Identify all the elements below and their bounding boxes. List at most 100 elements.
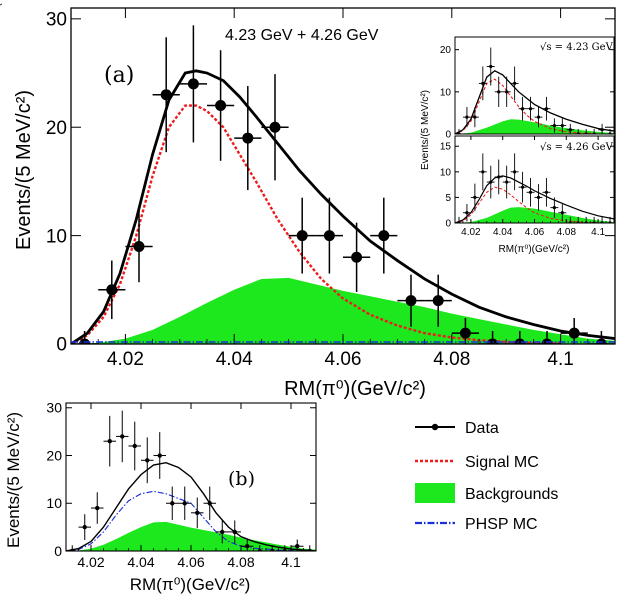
x-tick-label: 4.1 bbox=[591, 227, 605, 238]
legend-backgrounds-label: Backgrounds bbox=[465, 486, 558, 503]
data-point bbox=[132, 443, 137, 449]
x-tick-label: 4.04 bbox=[493, 227, 513, 238]
y-tick-label: 10 bbox=[46, 226, 67, 247]
plot-area bbox=[455, 47, 614, 134]
data-point bbox=[323, 230, 335, 242]
x-axis-label: RM(π⁰)(GeV/c²) bbox=[284, 378, 426, 400]
data-point bbox=[520, 185, 525, 189]
y-axis-label: Events/(5 MeV/c²) bbox=[0, 0, 3, 40]
data-point bbox=[269, 121, 281, 133]
y-axis-label: Events/(5 MeV/c²) bbox=[4, 412, 23, 548]
inset-4230: 0 10 20 Events/(5 MeV/c²) √s = 4.23 GeV bbox=[0, 0, 615, 141]
energy-annotation: 4.23 GeV + 4.26 GeV bbox=[225, 27, 379, 44]
x-tick-label: 4.1 bbox=[547, 349, 573, 370]
x-tick-label: 4.04 bbox=[127, 554, 154, 570]
data-point bbox=[505, 180, 509, 184]
data-point bbox=[536, 195, 541, 200]
data-point bbox=[170, 501, 175, 506]
inset-4260: 4.02 4.04 4.06 4.08 4.1 0 5 10 15 RM(π⁰)(GeV/c²) E… bbox=[420, 90, 615, 255]
backgrounds-area bbox=[71, 277, 615, 344]
data-point bbox=[120, 434, 125, 439]
data-point bbox=[351, 251, 363, 263]
signal-mc-curve bbox=[455, 186, 599, 223]
legend-data-marker bbox=[431, 423, 439, 431]
x-tick-label: 4.08 bbox=[433, 349, 470, 370]
panel-label: (a) bbox=[104, 63, 134, 88]
data-point bbox=[145, 458, 150, 463]
panel-a: 4.02 4.04 4.06 4.08 4.1 0 10 20 30 RM(π⁰)(GeV/c²)… bbox=[13, 7, 616, 400]
data-point bbox=[465, 211, 469, 215]
data-point bbox=[107, 438, 112, 444]
data-point bbox=[473, 115, 477, 119]
x-tick-label: 4.1 bbox=[281, 554, 301, 570]
y-tick-label: 30 bbox=[46, 400, 62, 416]
y-tick-label: 20 bbox=[440, 45, 452, 56]
plot-area bbox=[455, 153, 614, 223]
data-point bbox=[378, 230, 390, 242]
data-point bbox=[459, 327, 471, 339]
y-tick-label: 20 bbox=[46, 447, 62, 463]
data-point bbox=[513, 81, 517, 85]
y-tick-label: 10 bbox=[440, 87, 452, 98]
y-tick-label: 0 bbox=[54, 543, 62, 559]
backgrounds-area bbox=[66, 521, 316, 551]
data-point bbox=[568, 327, 580, 339]
y-tick-label: 10 bbox=[440, 167, 452, 178]
data-point bbox=[432, 295, 444, 307]
data-point bbox=[295, 544, 300, 549]
data-point bbox=[560, 123, 564, 128]
x-axis-label: RM(π⁰)(GeV/c²) bbox=[499, 244, 570, 255]
data-point bbox=[245, 544, 250, 549]
data-point bbox=[528, 190, 533, 194]
legend-signal-label: Signal MC bbox=[465, 454, 539, 471]
data-point bbox=[544, 107, 549, 111]
data-point bbox=[552, 206, 556, 210]
x-tick-label: 4.08 bbox=[557, 227, 577, 238]
data-point bbox=[536, 115, 541, 119]
backgrounds-area bbox=[455, 119, 614, 134]
panel-label: √s = 4.23 GeV bbox=[540, 42, 614, 53]
legend-data-label: Data bbox=[465, 420, 499, 437]
data-point bbox=[497, 90, 501, 94]
data-point bbox=[568, 128, 572, 132]
y-tick-label: 0 bbox=[445, 219, 451, 230]
x-tick-label: 4.06 bbox=[525, 227, 545, 238]
y-tick-label: 30 bbox=[46, 9, 67, 30]
data-point bbox=[497, 175, 501, 179]
x-tick-label: 4.06 bbox=[177, 554, 204, 570]
data-point bbox=[242, 132, 254, 144]
data-point bbox=[157, 453, 162, 458]
data-point bbox=[560, 211, 564, 215]
data-point bbox=[481, 81, 485, 85]
data-point bbox=[82, 524, 87, 530]
plot-area bbox=[71, 25, 615, 344]
x-tick-label: 4.02 bbox=[461, 227, 481, 238]
data-point bbox=[544, 190, 549, 194]
panel-label: √s = 4.26 GeV bbox=[540, 142, 614, 153]
y-tick-label: 5 bbox=[445, 193, 451, 204]
y-tick-label: 20 bbox=[46, 118, 67, 139]
data-point bbox=[160, 89, 172, 101]
legend: Data Signal MC Backgrounds PHSP MC bbox=[415, 420, 558, 533]
data-point bbox=[520, 107, 525, 111]
data-point bbox=[600, 128, 604, 132]
data-point bbox=[232, 529, 237, 535]
data-point bbox=[481, 170, 485, 174]
y-axis-label: Events/(5 MeV/c²) bbox=[420, 90, 431, 170]
legend-phsp-label: PHSP MC bbox=[465, 516, 538, 533]
total-fit-curve bbox=[71, 69, 615, 344]
data-point bbox=[505, 90, 509, 94]
data-point bbox=[207, 501, 212, 506]
plot-frame bbox=[454, 36, 615, 135]
x-axis-label: RM(π⁰)(GeV/c²) bbox=[130, 575, 251, 594]
data-point bbox=[489, 64, 493, 69]
data-point bbox=[182, 501, 187, 506]
data-point bbox=[528, 107, 533, 111]
x-tick-label: 4.02 bbox=[107, 349, 144, 370]
y-tick-label: 0 bbox=[445, 130, 451, 141]
y-tick-label: 0 bbox=[56, 335, 67, 356]
data-point bbox=[489, 180, 493, 184]
total-fit-curve bbox=[66, 461, 316, 551]
signal-mc-curve bbox=[71, 104, 561, 344]
